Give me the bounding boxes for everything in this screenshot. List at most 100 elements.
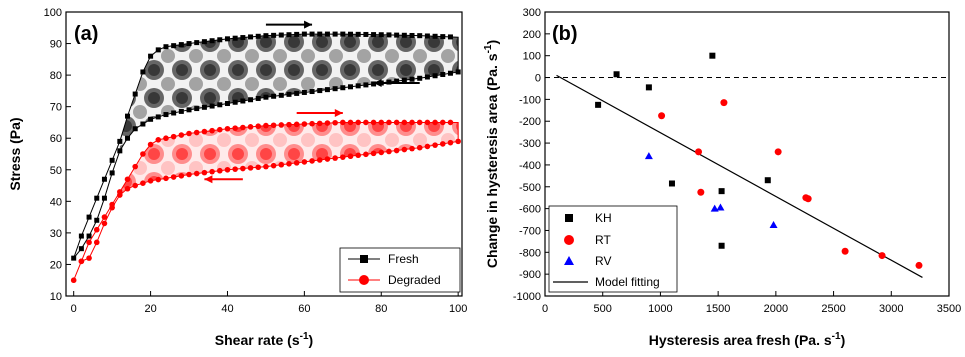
legend-degraded-label: Degraded (388, 273, 441, 287)
x-tick-label: 80 (375, 303, 387, 315)
y-tick-label: -600 (519, 204, 541, 216)
data-point (370, 150, 377, 157)
data-point (240, 98, 246, 104)
data-point (271, 93, 277, 99)
data-point (401, 32, 407, 38)
data-point (378, 149, 385, 156)
data-point (140, 69, 146, 75)
panel-a-xlabel: Shear rate (s-1) (215, 331, 313, 348)
x-tick-label: 100 (449, 303, 467, 315)
data-point (316, 157, 323, 163)
data-point-rv (769, 221, 778, 228)
x-tick-label: 0 (71, 303, 77, 315)
panel-a-legend: Fresh Degraded (339, 247, 461, 293)
data-point (332, 155, 338, 161)
data-point (393, 119, 400, 126)
data-point (370, 119, 377, 126)
data-point (140, 151, 146, 157)
y-tick-label: -700 (519, 225, 541, 237)
data-point (155, 114, 161, 120)
data-point (417, 75, 423, 81)
data-point (386, 148, 392, 155)
y-tick-label: 30 (50, 228, 62, 240)
data-point (109, 157, 115, 163)
data-point-rv (710, 204, 719, 212)
data-point (378, 32, 384, 38)
data-point-kh (613, 71, 620, 78)
data-point (163, 175, 169, 182)
data-point (132, 163, 139, 170)
y-tick-label: 10 (50, 291, 62, 303)
y-tick-label: -400 (519, 160, 541, 172)
data-point (348, 84, 354, 90)
data-point (171, 43, 177, 49)
panel-b-frame (544, 11, 950, 297)
data-point (432, 73, 438, 79)
data-point-rv (716, 203, 725, 211)
y-tick-label: 50 (50, 165, 62, 177)
data-point (124, 176, 131, 183)
data-point (240, 124, 246, 131)
panel-b-points (595, 52, 923, 269)
data-point (424, 119, 431, 126)
data-point (286, 32, 292, 38)
data-point (194, 106, 200, 112)
arrow-head (373, 79, 382, 87)
data-point (293, 121, 300, 128)
legend-rt-marker (564, 235, 574, 245)
data-point (439, 141, 446, 147)
data-point (240, 165, 246, 172)
data-point-rt (697, 188, 705, 196)
data-point (224, 125, 231, 132)
data-point (416, 119, 423, 126)
data-point (363, 119, 369, 126)
data-point (278, 32, 284, 38)
data-point-rt (841, 247, 849, 255)
panel-b: 0 500 1000 1500 2000 2500 3000 35003002001000-1… (483, 7, 961, 348)
x-tick-label: 1000 (648, 303, 672, 315)
data-point (317, 88, 323, 94)
data-point (386, 32, 392, 38)
data-point (378, 119, 385, 126)
data-point (332, 31, 338, 37)
y-tick-label: -100 (519, 94, 541, 106)
data-point (94, 195, 100, 201)
y-tick-label: 100 (523, 51, 541, 63)
data-point (140, 121, 146, 127)
data-point (432, 119, 438, 126)
x-tick-label: 60 (298, 303, 310, 315)
data-point (186, 171, 192, 178)
data-point (155, 47, 161, 53)
legend-fresh-label: Fresh (388, 252, 419, 266)
data-point (286, 121, 292, 128)
data-point (355, 152, 361, 159)
data-point (247, 124, 254, 130)
data-point (86, 233, 92, 239)
data-point (247, 165, 254, 171)
data-point (240, 35, 246, 41)
data-point (194, 40, 200, 46)
data-point-rt (774, 148, 782, 156)
data-point (286, 160, 292, 167)
y-tick-label: 70 (50, 102, 62, 114)
data-point (248, 97, 254, 103)
data-point (347, 119, 354, 126)
panel-a-frame (65, 11, 463, 297)
data-point (117, 138, 123, 144)
data-point (447, 119, 454, 126)
x-tick-label: 20 (144, 303, 156, 315)
data-point (316, 120, 323, 127)
data-point (447, 34, 453, 40)
data-point (78, 246, 84, 252)
legend-fresh-marker (360, 255, 368, 263)
x-tick-label: 3000 (879, 303, 903, 315)
data-point (148, 53, 154, 59)
data-point (416, 144, 423, 151)
panel-b-legend: KH RT RV Model fitting (548, 205, 678, 293)
arrow-head (204, 175, 213, 184)
data-point (317, 31, 323, 37)
legend-fit-label: Model fitting (595, 275, 660, 289)
panel-b-ticks: 0 500 1000 1500 2000 2500 3000 35003002001000-1… (513, 7, 961, 315)
data-point (193, 129, 200, 136)
data-point (101, 195, 107, 201)
